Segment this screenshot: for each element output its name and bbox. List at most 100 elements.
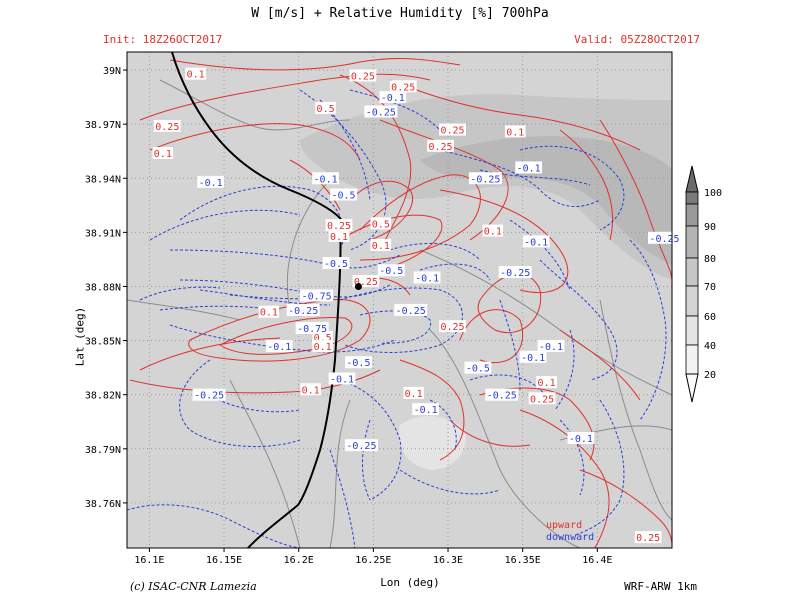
colorbar-top-arrow [685, 165, 699, 193]
admin-borders [127, 79, 672, 548]
contour-label-bg [325, 219, 353, 232]
contour-label: -0.5 [464, 361, 492, 375]
contour-label: -0.1 [312, 172, 339, 185]
contour-label-bg [515, 161, 543, 174]
x-ticks: 16.1E 16.15E 16.2E 16.25E 16.3E 16.35E 16.4E [134, 548, 612, 566]
upward-contour [389, 79, 641, 151]
contour-label-text: -0.5 [346, 358, 370, 369]
humidity-dry-patch [398, 415, 466, 470]
border-line [419, 249, 672, 396]
contour-label-text: 0.5 [314, 333, 332, 344]
upward-contour [359, 174, 481, 261]
contour-label-text: 0.25 [530, 394, 554, 405]
contour-labels: 0.1 0.250.250.50.250.10.10.250.250.250.10… [152, 67, 682, 544]
contour-label-text: 0.25 [440, 322, 464, 333]
contour-label-text: -0.25 [487, 391, 517, 402]
contour-label-bg [464, 361, 492, 374]
colorbar-segment [685, 344, 699, 375]
contour-label-text: 0.1 [187, 70, 205, 81]
contour-label: 0.25 [634, 531, 662, 544]
contour-label-bg [300, 289, 334, 302]
y-tick-label: 38.82N [85, 391, 121, 402]
downward-contour [179, 359, 301, 447]
contour-label-bg [312, 339, 333, 352]
coastline [171, 52, 342, 548]
downward-contour [127, 504, 301, 548]
contour-label: -0.5 [330, 188, 357, 201]
credit-text: (c) ISAC-CNR Lamezia [130, 580, 257, 593]
downward-contour [509, 219, 571, 291]
colorbar-label: 90 [704, 222, 716, 233]
contour-label-text: 0.25 [440, 126, 464, 137]
contour-label: 0.5 [315, 101, 336, 115]
legend-upward: upward [546, 520, 582, 531]
y-tick-label: 38.85N [85, 337, 121, 348]
y-ticks: 39N 38.97N 38.94N 38.91N 38.88N 38.85N 38.82N 3… [85, 66, 127, 510]
downward-contour [429, 399, 457, 451]
plot-frame [126, 51, 673, 549]
contour-label-bg [537, 339, 565, 352]
colorbar-label: 100 [704, 188, 722, 199]
border-line [429, 329, 581, 548]
contour-label-bg [258, 305, 280, 318]
contour-label-bg [312, 172, 339, 185]
upward-contour [459, 309, 524, 364]
contour-label-bg [377, 264, 405, 277]
y-tick-label: 39N [103, 66, 121, 77]
contour-label-text: -0.25 [366, 108, 396, 119]
contour-label: -0.1 [567, 431, 595, 445]
contour-label: 0.1 [312, 339, 333, 353]
contour-label-bg [504, 125, 526, 138]
y-tick-label: 38.79N [85, 445, 121, 456]
contour-label: -0.1 [197, 175, 225, 189]
contour-label-text: 0.25 [351, 71, 375, 82]
contour-label-text: -0.1 [199, 178, 223, 189]
contour-label-bg [482, 224, 504, 237]
colorbar-segment [685, 315, 699, 346]
contour-label-bg [439, 123, 466, 136]
downward-contour [329, 449, 356, 548]
contour-label-bg [300, 383, 321, 396]
contour-label-text: -0.5 [379, 266, 403, 277]
contour-label-text: -0.1 [569, 434, 593, 445]
model-text: WRF-ARW 1km [624, 580, 697, 593]
upward-contour [399, 359, 465, 461]
contour-label: 0.1 [328, 229, 350, 243]
contour-label: 0.1 [504, 125, 526, 138]
contour-label-bg [522, 235, 550, 248]
contour-label-bg [322, 257, 350, 270]
colorbar-segment [685, 203, 699, 227]
contour-label: -0.75 [295, 321, 329, 335]
colorbar-segment [685, 285, 699, 317]
contour-label-bg [528, 392, 556, 405]
downward-contour [399, 469, 501, 495]
contour-label-text: -0.5 [466, 364, 490, 375]
contour-label-bg [315, 101, 336, 114]
upward-contour [339, 74, 412, 251]
contour-label-text: -0.25 [500, 268, 530, 279]
border-line [229, 379, 301, 548]
contour-label-text: 0.1 [330, 232, 348, 243]
y-tick-label: 38.91N [85, 228, 121, 239]
contour-label-bg [185, 67, 206, 80]
contour-label-text: 0.25 [155, 122, 179, 133]
x-tick-label: 16.25E [355, 555, 391, 566]
contour-label-bg [295, 321, 329, 334]
x-tick-label: 16.35E [505, 555, 541, 566]
contour-label-bg [485, 388, 519, 401]
contour-label: 0.1 [185, 67, 206, 81]
contour-label-bg [328, 372, 356, 385]
contour-label-bg [330, 188, 357, 201]
downward-contour [169, 249, 401, 269]
downward-contour [359, 310, 432, 344]
y-tick-label: 38.76N [85, 499, 121, 510]
contour-label-text: 0.25 [391, 82, 415, 93]
contour-label-bg [344, 439, 378, 452]
contour-label: 0.1 [258, 305, 280, 319]
contour-label: 0.25 [389, 80, 417, 93]
contour-label: -0.25 [498, 266, 532, 279]
upward-contour [519, 409, 610, 548]
contour-label-text: 0.25 [354, 277, 378, 288]
contour-label-text: -0.25 [396, 306, 426, 317]
contour-label: -0.1 [413, 271, 441, 284]
